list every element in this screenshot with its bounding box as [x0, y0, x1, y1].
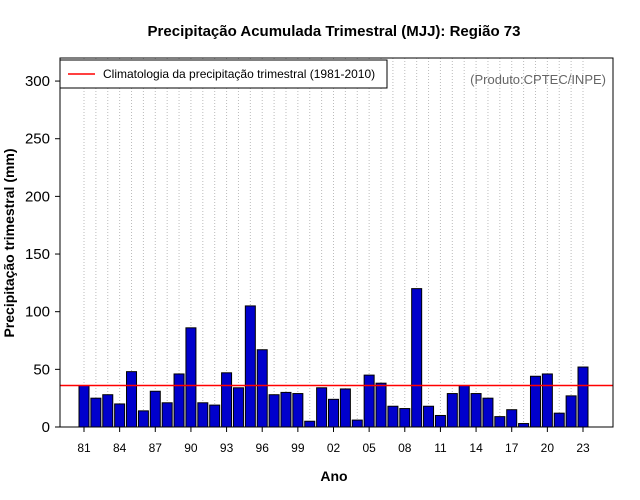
x-axis: 81 84 87 90 93 96 99 02 05 08 11 14 17 20 23: [77, 427, 590, 455]
bar-2011: [434, 414, 446, 428]
bar-2001: [316, 387, 328, 428]
bar-2009: [411, 288, 423, 428]
plot-frame: [59, 57, 614, 428]
source-note: (Produto:CPTEC/INPE): [470, 72, 606, 87]
grid-lines: [83, 58, 584, 427]
bar-2002: [328, 398, 339, 428]
bars: [78, 288, 589, 428]
bar-1986: [137, 410, 149, 428]
bar-1992: [209, 404, 221, 428]
x-tick-label: 90: [184, 441, 198, 455]
bar-2003: [339, 388, 351, 428]
bar-1988: [161, 402, 173, 428]
bar-1993: [221, 372, 233, 428]
x-tick-label: 81: [77, 441, 91, 455]
bar-1998: [280, 391, 292, 428]
bar-2004: [351, 419, 363, 428]
bar-2018: [518, 423, 530, 428]
y-tick-label: 0: [42, 419, 50, 436]
legend: Climatologia da precipitação trimestral …: [59, 59, 388, 89]
legend-box: [59, 59, 388, 89]
y-tick-label: 150: [25, 246, 50, 263]
bar-2000: [304, 420, 316, 428]
y-tick-label: 100: [25, 304, 50, 321]
x-axis-label: Ano: [320, 468, 347, 484]
x-tick-label: 17: [505, 441, 519, 455]
bar-2006: [375, 382, 387, 428]
bar-1983: [102, 394, 114, 428]
chart-title: Precipitação Acumulada Trimestral (MJJ):…: [148, 23, 521, 40]
bar-2014: [470, 393, 482, 428]
x-tick-label: 96: [256, 441, 270, 455]
bar-2019: [529, 375, 541, 428]
x-tick-label: 20: [541, 441, 555, 455]
bar-1985: [126, 371, 138, 428]
x-tick-label: 99: [291, 441, 305, 455]
bar-1982: [90, 397, 102, 428]
y-axis-label: Precipitação trimestral (mm): [1, 148, 17, 337]
y-axis: 0 50 100 150 200 250 300: [25, 73, 60, 436]
x-tick-label: 02: [327, 441, 341, 455]
bar-1997: [268, 394, 280, 428]
bar-1981: [78, 384, 90, 428]
y-tick-label: 50: [33, 361, 50, 378]
bar-2021: [553, 412, 565, 428]
bar-1994: [232, 387, 244, 428]
bar-1987: [149, 390, 161, 428]
x-tick-label: 08: [398, 441, 412, 455]
bar-2005: [363, 374, 375, 428]
x-tick-label: 05: [362, 441, 376, 455]
bar-2007: [387, 405, 399, 428]
bar-2017: [506, 409, 518, 428]
x-tick-label: 23: [576, 441, 590, 455]
y-tick-label: 200: [25, 188, 50, 205]
bar-2015: [482, 397, 494, 428]
bar-1995: [244, 305, 256, 428]
bar-2016: [494, 416, 506, 428]
bar-1989: [173, 373, 185, 428]
x-tick-label: 87: [149, 441, 163, 455]
x-tick-label: 93: [220, 441, 234, 455]
legend-label: Climatologia da precipitação trimestral …: [103, 67, 375, 81]
bar-2010: [423, 405, 435, 428]
x-tick-label: 14: [469, 441, 483, 455]
y-tick-label: 300: [25, 73, 50, 90]
bar-1984: [114, 403, 126, 428]
bar-1990: [185, 327, 197, 428]
bar-1996: [256, 349, 268, 428]
bar-2023: [577, 366, 589, 428]
x-tick-label: 11: [434, 441, 447, 455]
bar-1991: [197, 402, 209, 428]
bar-2008: [399, 408, 411, 428]
bar-2022: [565, 395, 577, 428]
x-tick-label: 84: [113, 441, 127, 455]
bar-2020: [541, 373, 553, 428]
bar-2012: [446, 393, 458, 428]
bar-2013: [458, 384, 470, 428]
bar-1999: [292, 393, 304, 428]
y-tick-label: 250: [25, 131, 50, 148]
